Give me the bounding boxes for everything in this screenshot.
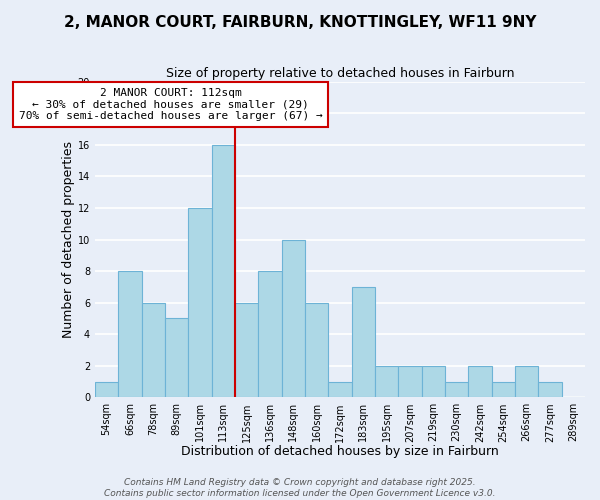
Bar	[445, 382, 469, 398]
Bar	[422, 366, 445, 398]
Bar	[118, 271, 142, 398]
Text: Contains HM Land Registry data © Crown copyright and database right 2025.
Contai: Contains HM Land Registry data © Crown c…	[104, 478, 496, 498]
Bar	[352, 287, 375, 398]
Bar	[188, 208, 212, 398]
Bar	[469, 366, 491, 398]
Bar	[398, 366, 422, 398]
Y-axis label: Number of detached properties: Number of detached properties	[62, 141, 75, 338]
Bar	[375, 366, 398, 398]
Bar	[281, 240, 305, 398]
Title: Size of property relative to detached houses in Fairburn: Size of property relative to detached ho…	[166, 68, 514, 80]
Bar	[515, 366, 538, 398]
Bar	[491, 382, 515, 398]
Bar	[165, 318, 188, 398]
Bar	[538, 382, 562, 398]
X-axis label: Distribution of detached houses by size in Fairburn: Distribution of detached houses by size …	[181, 444, 499, 458]
Bar	[305, 302, 328, 398]
Bar	[142, 302, 165, 398]
Bar	[95, 382, 118, 398]
Text: 2, MANOR COURT, FAIRBURN, KNOTTINGLEY, WF11 9NY: 2, MANOR COURT, FAIRBURN, KNOTTINGLEY, W…	[64, 15, 536, 30]
Bar	[235, 302, 258, 398]
Text: 2 MANOR COURT: 112sqm
← 30% of detached houses are smaller (29)
70% of semi-deta: 2 MANOR COURT: 112sqm ← 30% of detached …	[19, 88, 323, 121]
Bar	[328, 382, 352, 398]
Bar	[258, 271, 281, 398]
Bar	[212, 145, 235, 398]
